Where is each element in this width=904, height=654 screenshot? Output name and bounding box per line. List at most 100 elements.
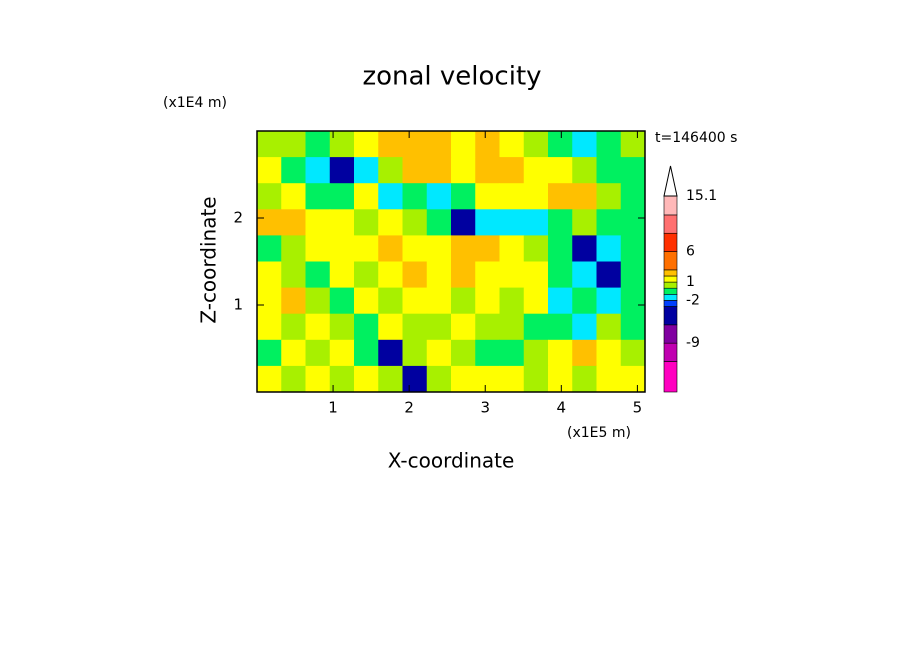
- contour-cell: [596, 313, 622, 341]
- contour-cell: [620, 183, 646, 210]
- contour-cell: [426, 365, 452, 393]
- contour-cell: [475, 287, 500, 315]
- contour-cell: [572, 157, 597, 184]
- contour-cell: [281, 157, 306, 184]
- contour-cell: [620, 235, 646, 262]
- contour-cell: [426, 261, 452, 289]
- contour-cell: [426, 313, 452, 341]
- x-tick-label: 1: [328, 399, 338, 417]
- contour-cell: [281, 131, 306, 158]
- contour-cell: [329, 209, 355, 236]
- y-tick-label: 1: [233, 296, 243, 314]
- colorbar-segment: [663, 306, 678, 326]
- contour-cell: [354, 235, 379, 262]
- contour-cell: [378, 287, 403, 315]
- contour-cell: [451, 209, 476, 236]
- contour-cell: [475, 313, 500, 341]
- contour-cell: [499, 287, 525, 315]
- colorbar-segment: [663, 287, 678, 295]
- contour-cell: [499, 235, 525, 262]
- contour-cell: [402, 313, 428, 341]
- contour-cell: [281, 365, 306, 393]
- contour-cell: [329, 157, 355, 184]
- contour-cell: [475, 261, 500, 289]
- contour-cell: [572, 261, 597, 289]
- contour-cell: [402, 157, 428, 184]
- contour-cell: [572, 287, 597, 315]
- contour-cell: [426, 131, 452, 158]
- contour-cell: [329, 287, 355, 315]
- contour-cell: [475, 183, 500, 210]
- contour-cell: [378, 131, 403, 158]
- contour-cell: [281, 209, 306, 236]
- contour-cell: [451, 235, 476, 262]
- contour-cell: [402, 339, 428, 367]
- colorbar-segment: [663, 275, 678, 283]
- contour-cell: [281, 261, 306, 289]
- contour-cell: [329, 183, 355, 210]
- contour-cell: [354, 209, 379, 236]
- contour-cell: [523, 209, 549, 236]
- contour-cell: [305, 183, 331, 210]
- contour-cell: [257, 339, 282, 367]
- contour-cell: [572, 365, 597, 393]
- contour-cell: [378, 261, 403, 289]
- contour-cell: [620, 365, 646, 393]
- contour-cell: [572, 339, 597, 367]
- contour-cell: [281, 287, 306, 315]
- contour-cell: [596, 235, 622, 262]
- contour-cell: [499, 183, 525, 210]
- contour-cell: [475, 157, 500, 184]
- contour-cell: [523, 183, 549, 210]
- contour-cell: [257, 235, 282, 262]
- contour-cell: [257, 287, 282, 315]
- contour-cell: [257, 183, 282, 210]
- x-unit: (x1E5 m): [567, 425, 631, 441]
- contour-cell: [523, 313, 549, 341]
- contour-cell: [620, 339, 646, 367]
- contour-cell: [475, 209, 500, 236]
- x-axis-label: X-coordinate: [388, 449, 515, 473]
- contour-cell: [257, 261, 282, 289]
- contour-cell: [426, 209, 452, 236]
- contour-cell: [305, 339, 331, 367]
- contour-cell: [548, 313, 573, 341]
- colorbar-label: -2: [686, 292, 700, 308]
- contour-cell: [354, 287, 379, 315]
- contour-cell: [305, 261, 331, 289]
- contour-cell: [281, 235, 306, 262]
- y-axis-label: Z-coordinate: [197, 196, 221, 323]
- contour-cell: [329, 339, 355, 367]
- colorbar-segment: [663, 281, 678, 289]
- contour-cell: [475, 131, 500, 158]
- contour-cell: [257, 131, 282, 158]
- contour-cell: [596, 157, 622, 184]
- contour-cell: [402, 183, 428, 210]
- colorbar-segment: [663, 232, 678, 252]
- contour-cell: [305, 235, 331, 262]
- contour-cell: [620, 131, 646, 158]
- contour-cell: [354, 131, 379, 158]
- contour-cell: [378, 183, 403, 210]
- colorbar-segment: [663, 195, 678, 216]
- x-tick-label: 5: [633, 399, 643, 417]
- contour-cell: [499, 131, 525, 158]
- contour-cell: [257, 157, 282, 184]
- contour-cell: [523, 287, 549, 315]
- contour-cell: [548, 131, 573, 158]
- contour-cell: [426, 235, 452, 262]
- contour-cell: [305, 313, 331, 341]
- contour-cell: [548, 339, 573, 367]
- contour-cell: [451, 131, 476, 158]
- contour-cell: [620, 157, 646, 184]
- colorbar-segment: [663, 294, 678, 301]
- contour-cell: [402, 209, 428, 236]
- contour-cell: [281, 339, 306, 367]
- contour-cell: [354, 261, 379, 289]
- contour-cell: [451, 365, 476, 393]
- contour-cell: [402, 235, 428, 262]
- contour-cell: [572, 183, 597, 210]
- time-label: t=146400 s: [655, 130, 737, 146]
- contour-cell: [596, 261, 622, 289]
